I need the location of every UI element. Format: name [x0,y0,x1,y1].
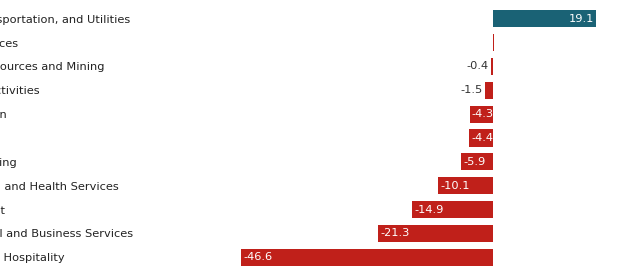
Bar [493,34,494,51]
Bar [490,58,493,75]
Text: -46.6: -46.6 [243,252,273,262]
Bar [378,225,493,242]
Bar [241,249,493,266]
Text: -1.5: -1.5 [461,85,483,95]
Text: -21.3: -21.3 [380,229,409,238]
Bar [485,82,493,99]
Bar [461,153,493,171]
Text: -10.1: -10.1 [441,181,470,191]
Bar [412,201,493,218]
Text: -4.4: -4.4 [471,133,493,143]
Text: -4.3: -4.3 [472,109,494,119]
Text: -5.9: -5.9 [463,157,485,167]
Text: -14.9: -14.9 [414,205,444,215]
Text: 19.1: 19.1 [568,14,593,24]
Bar [470,105,493,123]
Text: -0.4: -0.4 [467,61,489,71]
Bar [469,129,493,147]
Text: 0.2: 0.2 [474,38,492,47]
Bar [438,177,493,194]
Bar [493,10,596,27]
